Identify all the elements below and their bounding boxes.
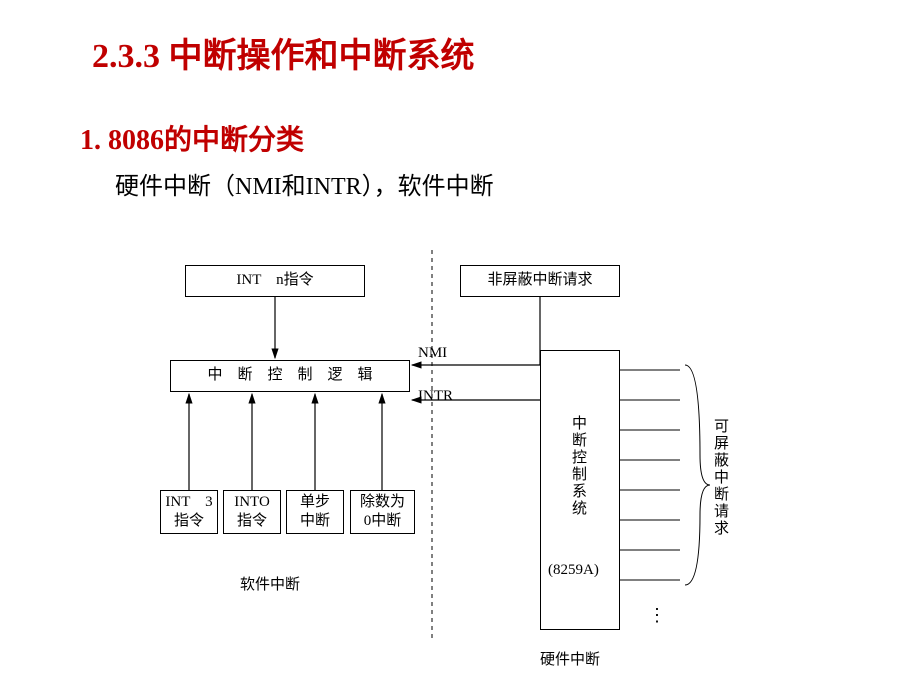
diagram-svg [0, 0, 920, 690]
